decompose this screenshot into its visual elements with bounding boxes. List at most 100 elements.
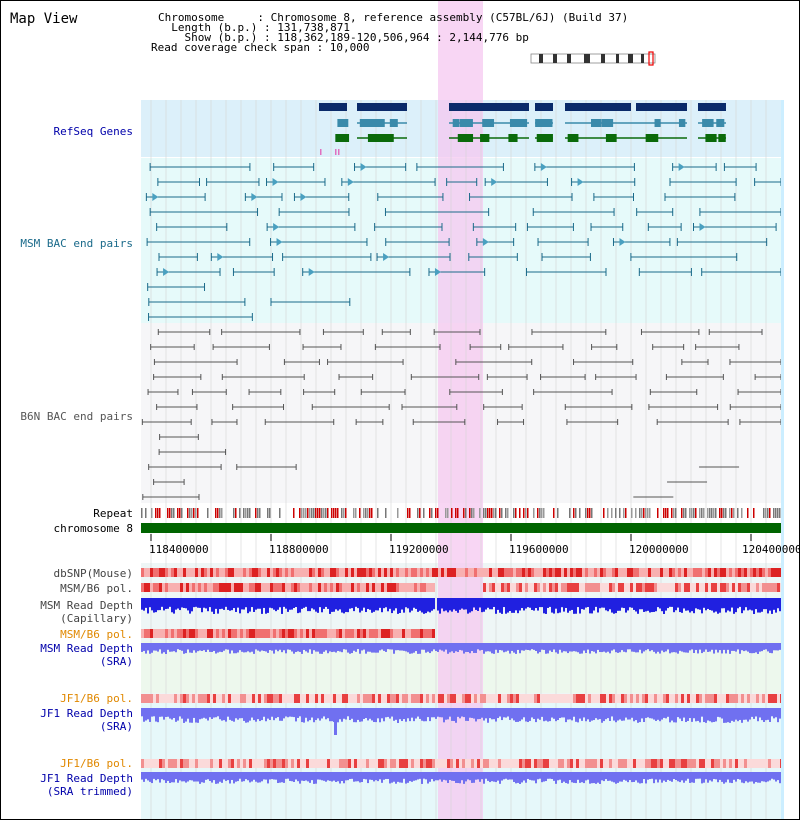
read-depth-bin	[151, 708, 153, 717]
read-depth-bin	[721, 772, 723, 782]
read-depth-bin	[211, 643, 213, 652]
read-depth-bin	[567, 643, 569, 654]
polymorphism-bin	[150, 694, 153, 703]
polymorphism-bin	[306, 694, 309, 703]
polymorphism-bin	[171, 568, 174, 577]
read-depth-bin	[567, 772, 569, 784]
read-depth-bin	[765, 708, 767, 721]
jf1-trim-depth-label: JF1 Read Depth	[40, 772, 133, 785]
polymorphism-bin	[432, 759, 435, 768]
read-depth-bin	[757, 643, 759, 654]
polymorphism-bin	[393, 568, 396, 577]
read-depth-bin	[683, 708, 685, 718]
msm-bac-arrow	[152, 193, 159, 201]
polymorphism-bin	[411, 694, 414, 703]
read-depth-bin	[507, 598, 509, 613]
read-depth-bin	[473, 772, 475, 783]
repeat-element	[173, 508, 175, 518]
polymorphism-bin	[345, 583, 348, 592]
repeat-element	[715, 508, 717, 518]
msm-bac-arrow	[540, 163, 547, 171]
polymorphism-bin	[603, 568, 606, 577]
read-depth-bin	[307, 772, 309, 782]
polymorphism-bin	[747, 583, 750, 592]
repeat-element	[671, 508, 673, 518]
read-depth-bin	[639, 708, 641, 723]
read-depth-bin	[259, 772, 261, 783]
read-depth-bin	[489, 708, 491, 719]
repeat-element	[777, 508, 779, 518]
read-depth-bin	[385, 598, 387, 608]
read-depth-bin	[227, 708, 229, 717]
polymorphism-bin	[420, 583, 423, 592]
read-depth-bin	[337, 772, 339, 782]
polymorphism-bin	[276, 568, 279, 577]
read-depth-bin	[333, 643, 335, 652]
read-depth-bin	[659, 708, 661, 722]
read-depth-bin	[549, 598, 551, 607]
read-depth-bin	[521, 643, 523, 651]
read-depth-bin	[327, 598, 329, 609]
repeat-element	[675, 508, 677, 518]
read-depth-bin	[195, 708, 197, 723]
read-depth-bin	[447, 598, 449, 613]
read-depth-bin	[571, 598, 573, 610]
read-depth-bin	[437, 772, 439, 781]
read-depth-bin	[247, 598, 249, 614]
read-depth-bin	[337, 708, 339, 723]
polymorphism-bin	[282, 694, 285, 703]
repeat-element	[309, 508, 311, 518]
read-depth-bin	[419, 708, 421, 719]
polymorphism-bin	[681, 583, 684, 592]
read-depth-bin	[565, 643, 567, 652]
read-depth-bin	[623, 643, 625, 652]
polymorphism-bin	[255, 694, 258, 703]
polymorphism-bin	[630, 583, 633, 592]
polymorphism-bin	[168, 759, 171, 768]
read-depth-bin	[269, 598, 271, 608]
read-depth-bin	[649, 708, 651, 719]
read-depth-bin	[603, 643, 605, 652]
polymorphism-bin	[678, 583, 681, 592]
read-depth-bin	[281, 598, 283, 614]
read-depth-bin	[239, 598, 241, 614]
read-depth-bin	[669, 598, 671, 607]
read-depth-bin	[297, 598, 299, 614]
polymorphism-bin	[564, 583, 567, 592]
polymorphism-bin	[447, 694, 450, 703]
polymorphism-bin	[615, 759, 618, 768]
read-depth-bin	[661, 772, 663, 783]
polymorphism-bin	[231, 759, 234, 768]
read-depth-bin	[507, 643, 509, 651]
polymorphism-bin	[207, 759, 210, 768]
read-depth-bin	[537, 772, 539, 780]
read-depth-bin	[631, 772, 633, 783]
repeat-element	[171, 508, 173, 518]
polymorphism-bin	[150, 759, 153, 768]
polymorphism-bin	[420, 759, 423, 768]
polymorphism-bin	[594, 583, 597, 592]
polymorphism-bin	[381, 694, 384, 703]
msm-bac-arrow	[678, 163, 685, 171]
refseq-exon	[452, 119, 460, 127]
repeat-element	[619, 508, 621, 518]
read-depth-bin	[259, 643, 261, 652]
read-depth-bin	[529, 643, 531, 651]
polymorphism-bin	[330, 583, 333, 592]
read-depth-bin	[389, 772, 391, 784]
polymorphism-bin	[579, 568, 582, 577]
repeat-element	[539, 508, 541, 518]
read-depth-bin	[387, 708, 389, 717]
refseq-exon	[536, 119, 550, 127]
read-depth-bin	[553, 643, 555, 650]
read-depth-bin	[673, 708, 675, 723]
read-depth-bin	[579, 708, 581, 719]
polymorphism-bin	[525, 694, 528, 703]
polymorphism-bin	[324, 694, 327, 703]
read-depth-bin	[681, 643, 683, 652]
polymorphism-bin	[552, 568, 555, 577]
polymorphism-bin	[168, 583, 171, 592]
polymorphism-bin	[579, 694, 582, 703]
read-depth-bin	[395, 772, 397, 784]
